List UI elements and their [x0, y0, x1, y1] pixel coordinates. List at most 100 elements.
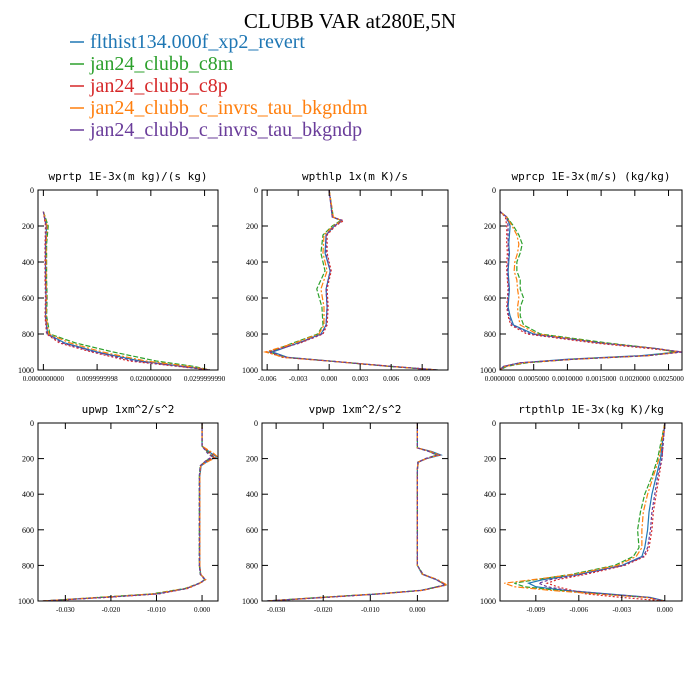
panel-title: wprcp 1E-3x(m/s) (kg/kg): [512, 170, 671, 183]
figure-title: CLUBB VAR at280E,5N: [244, 9, 456, 33]
y-tick-label: 200: [484, 222, 496, 231]
x-tick-label: -0.006: [258, 375, 277, 383]
series-line-3: [42, 423, 216, 601]
panel-2: wpthlp 1x(m K)/s 0 200 400 600 800 1000-0.006 -…: [242, 170, 449, 383]
y-tick-label: 400: [484, 490, 496, 499]
legend-label: jan24_clubb_c8p: [89, 75, 228, 97]
series-line-4: [42, 423, 218, 601]
y-tick-label: 1000: [18, 597, 34, 606]
series-line-2: [500, 211, 676, 370]
y-tick-label: 800: [22, 561, 34, 570]
x-tick-label: 0.0010000: [552, 375, 583, 383]
legend: flthist134.000f_xp2_revertjan24_clubb_c8…: [70, 31, 368, 141]
series-line-2: [42, 211, 211, 370]
x-tick-label: 0.000: [409, 606, 426, 614]
series-group: [262, 190, 438, 370]
series-line-5: [266, 423, 447, 601]
x-tick-label: 0.0015000: [586, 375, 617, 383]
series-group: [42, 211, 211, 370]
x-tick-label: -0.020: [314, 606, 333, 614]
x-tick-label: -0.010: [361, 606, 380, 614]
y-tick-label: 0: [254, 419, 258, 428]
y-tick-label: 400: [246, 490, 258, 499]
y-tick-label: 0: [492, 186, 496, 195]
x-tick-label: 0.0099999998: [76, 375, 118, 383]
y-tick-label: 200: [484, 455, 496, 464]
series-line-4: [500, 211, 681, 370]
legend-item: jan24_clubb_c8m: [70, 53, 234, 75]
y-tick-label: 1000: [242, 366, 258, 375]
x-tick-label: 0.0020000: [620, 375, 651, 383]
y-tick-label: 200: [246, 455, 258, 464]
y-tick-label: 600: [484, 526, 496, 535]
series-line-5: [42, 423, 214, 601]
y-tick-label: 600: [484, 294, 496, 303]
x-tick-label: 0.0200000000: [130, 375, 172, 383]
x-tick-label: -0.003: [613, 606, 632, 614]
x-tick-label: 0.0025000: [653, 375, 684, 383]
y-tick-label: 200: [22, 455, 34, 464]
x-tick-label: -0.010: [147, 606, 166, 614]
y-tick-label: 400: [246, 258, 258, 267]
plot-frame: [37, 189, 219, 371]
series-line-1: [42, 423, 218, 601]
series-line-1: [526, 423, 666, 601]
plot-frame: [261, 422, 449, 602]
legend-item: jan24_clubb_c8p: [70, 75, 228, 97]
y-tick-label: 1000: [242, 597, 258, 606]
legend-label: jan24_clubb_c_invrs_tau_bkgndm: [89, 97, 368, 119]
panel-title: vpwp 1xm^2/s^2: [309, 403, 402, 416]
x-tick-label: 0.0000000000: [23, 375, 65, 383]
x-tick-label: 0.0000000: [485, 375, 516, 383]
series-line-3: [266, 423, 448, 601]
series-line-2: [266, 423, 447, 601]
legend-label: flthist134.000f_xp2_revert: [90, 31, 305, 53]
legend-label: jan24_clubb_c_invrs_tau_bkgndp: [89, 119, 362, 141]
y-tick-label: 0: [30, 186, 34, 195]
y-tick-label: 800: [22, 330, 34, 339]
panel-title: wpthlp 1x(m K)/s: [302, 170, 408, 183]
series-group: [266, 423, 448, 601]
x-tick-label: 0.000: [657, 606, 674, 614]
panel-4: upwp 1xm^2/s^2 0 200 400 600 800 1000 -0.030 -0.…: [18, 403, 219, 614]
plot-frame: [499, 422, 683, 602]
x-tick-label: -0.030: [56, 606, 75, 614]
series-line-3: [265, 190, 438, 370]
x-tick-label: 0.0005000: [518, 375, 549, 383]
series-line-5: [268, 190, 438, 370]
y-tick-label: 800: [246, 561, 258, 570]
series-line-5: [500, 211, 682, 370]
y-tick-label: 400: [22, 490, 34, 499]
series-line-2: [42, 423, 215, 601]
panel-title: upwp 1xm^2/s^2: [82, 403, 175, 416]
plot-frame: [499, 189, 683, 371]
x-tick-label: 0.006: [383, 375, 400, 383]
plot-frame: [37, 422, 219, 602]
series-line-1: [42, 211, 211, 370]
x-tick-label: 0.0299999990: [184, 375, 226, 383]
x-tick-label: -0.020: [102, 606, 121, 614]
y-tick-label: 800: [246, 330, 258, 339]
series-line-5: [42, 211, 211, 370]
panel-5: vpwp 1xm^2/s^2 0 200 400 600 800 1000 -0.030 -0.…: [242, 403, 449, 614]
panel-1: wprtp 1E-3x(m kg)/(s kg) 0 200 400 600 800 100…: [18, 170, 226, 383]
y-tick-label: 600: [22, 526, 34, 535]
y-tick-label: 400: [484, 258, 496, 267]
y-tick-label: 0: [492, 419, 496, 428]
series-line-1: [266, 423, 448, 601]
x-tick-label: 0.009: [414, 375, 431, 383]
panel-6: rtpthlp 1E-3x(kg K)/kg 0 200 400 600 800 1000 -…: [480, 403, 683, 614]
x-tick-label: 0.000: [321, 375, 338, 383]
series-line-4: [42, 211, 211, 370]
panel-title: rtpthlp 1E-3x(kg K)/kg: [518, 403, 664, 416]
y-tick-label: 0: [30, 419, 34, 428]
y-tick-label: 1000: [480, 366, 496, 375]
series-line-3: [42, 211, 211, 370]
y-tick-label: 0: [254, 186, 258, 195]
legend-item: jan24_clubb_c_invrs_tau_bkgndm: [70, 97, 368, 119]
series-line-4: [504, 423, 666, 601]
y-tick-label: 1000: [480, 597, 496, 606]
series-line-3: [500, 211, 682, 370]
y-tick-label: 800: [484, 330, 496, 339]
